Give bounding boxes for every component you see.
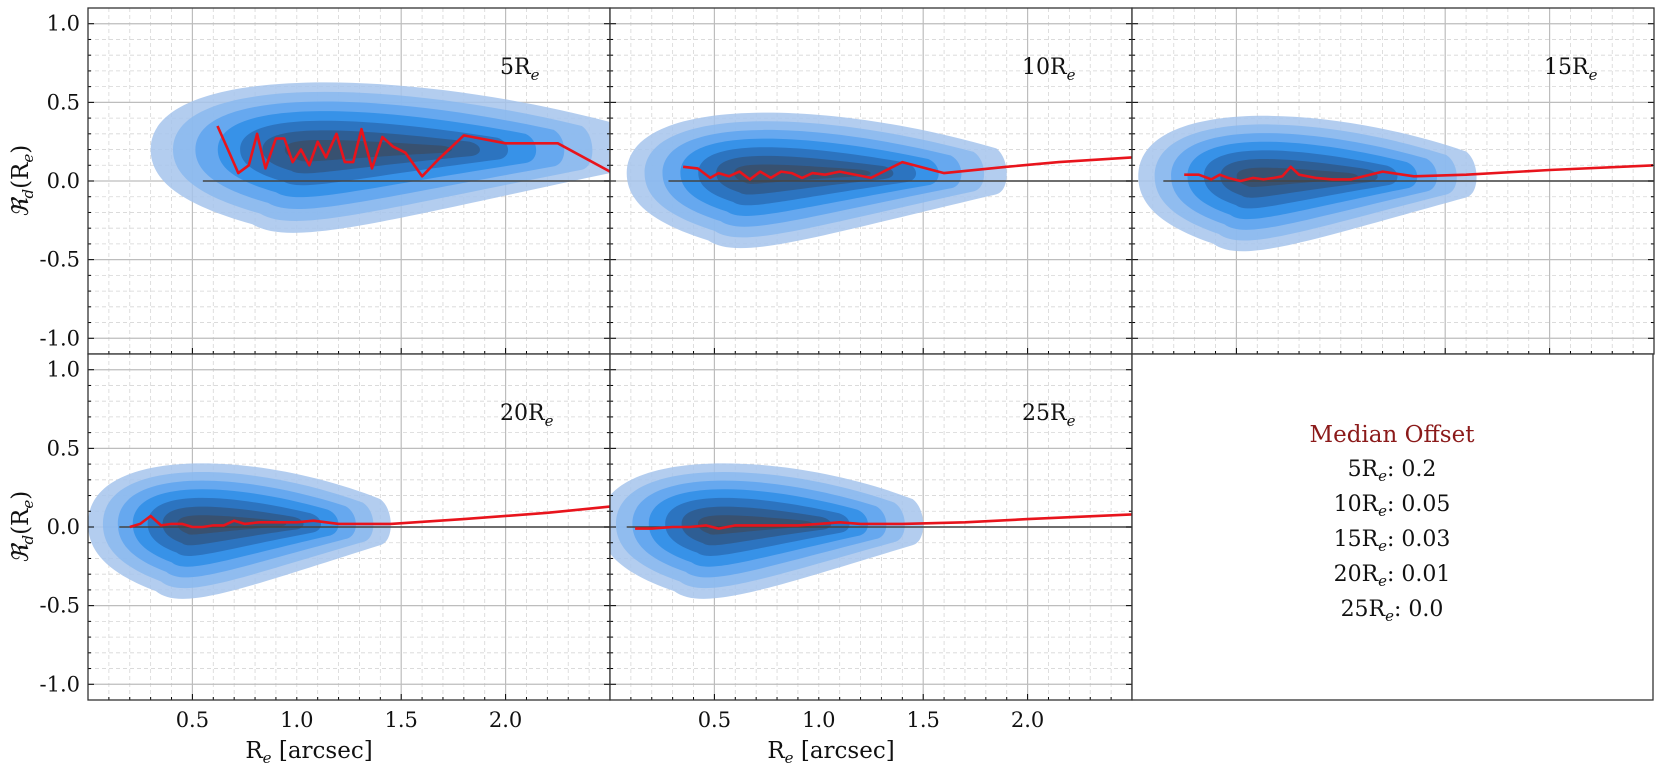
grid [610,354,1132,700]
kde-level-7 [1236,167,1358,187]
y-tick-label: 1.0 [47,358,80,382]
x-axis-label: Re [arcsec] [767,738,894,767]
legend-entry: 25Re: 0.0 [1341,597,1444,625]
x-tick-label: 1.5 [384,708,417,732]
median-line [635,513,1132,530]
median-line-group [682,156,1132,181]
axis-labels: 1.0 0.5 0.0 -0.5 -1.0 1.0 0.5 0.0 -0.5 -1.0 0.5 1.0… [8,12,1044,767]
y-tick-label: -0.5 [40,248,81,272]
median-line-group [1184,164,1653,183]
panel-label: 15Re [1544,55,1598,84]
median-offset-legend: Median Offset 5Re: 0.2 10Re: 0.05 15Re: 0.… [1310,422,1476,625]
median-line [216,125,610,178]
y-tick-label: 0.5 [47,436,80,460]
y-tick-label: -1.0 [40,672,81,696]
x-tick-label: 1.0 [280,708,313,732]
panel-25re: 25Re [609,353,1133,701]
panel-label: 5Re [500,55,540,84]
y-tick-label: 0.0 [47,169,80,193]
median-line [1184,164,1653,183]
panel-label: 10Re [1022,55,1076,84]
y-tick-label: 1.0 [47,12,80,36]
panel-20re: 20Re [87,353,611,701]
kde-contours [88,463,391,599]
x-tick-label: 1.5 [906,708,939,732]
x-tick-label: 2.0 [1011,708,1044,732]
x-tick-label: 0.5 [176,708,209,732]
median-line-group [216,125,610,178]
x-tick-label: 1.0 [802,708,835,732]
x-tick-label: 0.5 [698,708,731,732]
y-axis-label: ℜd(Re) [8,491,37,564]
legend-entry: 15Re: 0.03 [1334,527,1451,555]
median-line-group [129,505,610,529]
y-tick-label: -0.5 [40,594,81,618]
median-line [129,505,610,529]
legend-entry: 5Re: 0.2 [1348,457,1437,485]
kde-level-7 [734,164,871,184]
panel-5re: 5Re [87,7,611,355]
legend-entries: 5Re: 0.2 10Re: 0.05 15Re: 0.03 20Re: 0.01 25… [1334,457,1451,625]
kde-contours [610,463,924,599]
x-tick-label: 2.0 [489,708,522,732]
median-line [682,156,1132,181]
kde-contours [1138,115,1477,252]
legend-panel-frame [1131,353,1654,701]
legend-entry: 20Re: 0.01 [1334,562,1451,590]
legend-entry: 10Re: 0.05 [1334,492,1451,520]
panels: 5Re 10Re 15Re 20Re 25Re [87,7,1655,701]
x-axis-label: Re [arcsec] [245,738,372,767]
panel-15re: 15Re [1131,7,1655,355]
y-tick-label: -1.0 [40,326,81,350]
panel-label: 25Re [1022,401,1076,430]
y-tick-label: 0.0 [47,515,80,539]
panel-label: 20Re [500,401,554,430]
y-tick-label: 0.5 [47,90,80,114]
y-axis-label: ℜd(Re) [8,145,37,218]
kde-level-7 [177,515,287,535]
legend-title: Median Offset [1310,422,1476,448]
panel-10re: 10Re [609,7,1133,355]
